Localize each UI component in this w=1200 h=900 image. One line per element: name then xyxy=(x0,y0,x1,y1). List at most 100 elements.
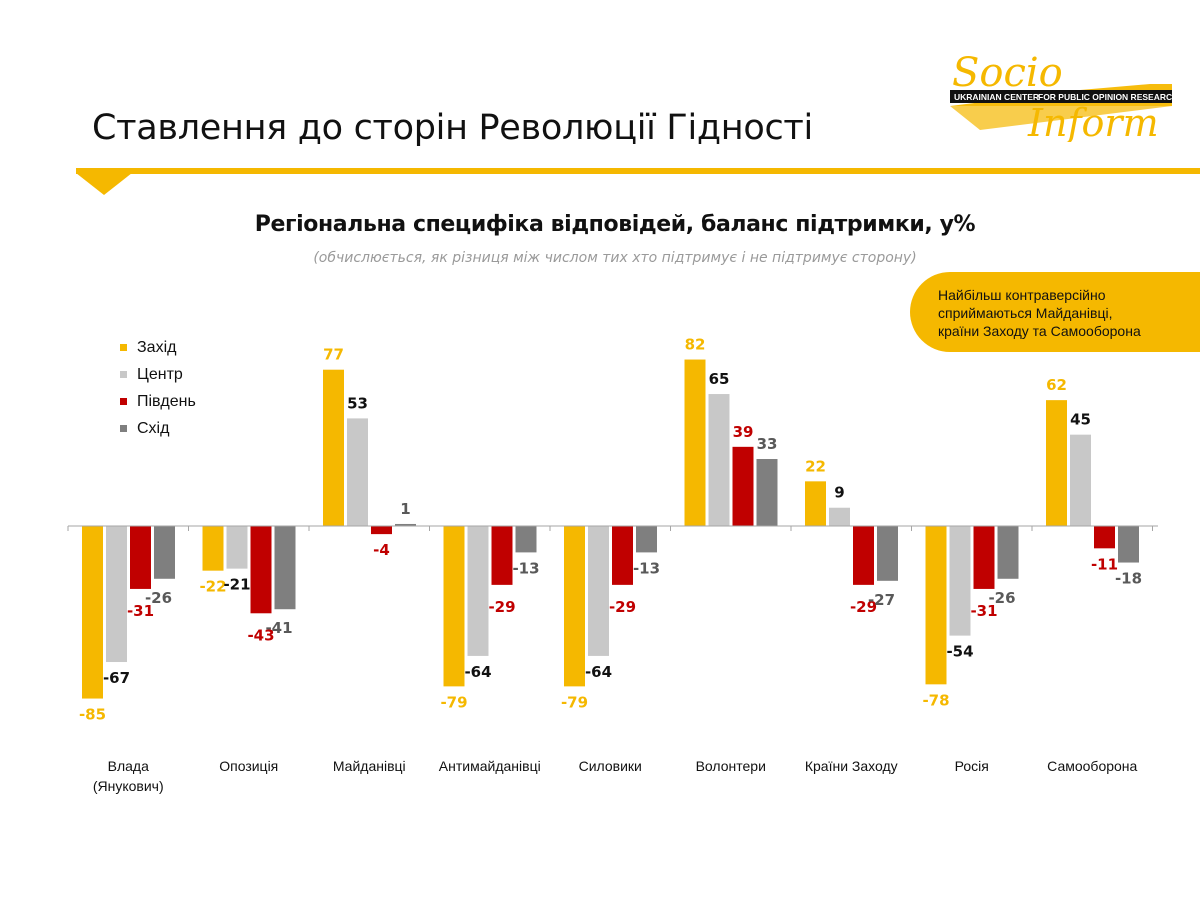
category-label: (Янукович) xyxy=(93,778,164,794)
data-label: 77 xyxy=(323,346,344,364)
bar xyxy=(636,526,657,553)
logo-band-left: UKRAINIAN CENTER xyxy=(954,92,1039,102)
title-underline-notch xyxy=(76,173,132,195)
callout-line: сприймаються Майданівці, xyxy=(938,305,1113,321)
chart-title: Регіональна специфіка відповідей, баланс… xyxy=(254,212,976,237)
chart-legend: Захід Центр Південь Схід xyxy=(120,334,196,442)
page-title: Ставлення до сторін Революції Гідності xyxy=(92,108,813,148)
bar xyxy=(925,526,947,685)
data-label: -11 xyxy=(1091,555,1118,573)
data-label: -85 xyxy=(79,706,106,724)
category-label: Силовики xyxy=(579,758,642,774)
bar xyxy=(973,526,995,589)
legend-item-zakhid: Захід xyxy=(120,334,196,361)
logo-band-right: FOR PUBLIC OPINION RESEARCH xyxy=(1038,92,1172,102)
logo-word-top: Socio xyxy=(952,50,1063,96)
title-underline xyxy=(76,168,1200,174)
bar xyxy=(853,526,874,585)
bar xyxy=(756,459,778,526)
bar xyxy=(274,526,296,610)
bar xyxy=(1094,526,1115,549)
data-label: 65 xyxy=(709,370,730,388)
bar xyxy=(130,526,151,589)
bar xyxy=(805,481,826,526)
bar xyxy=(515,526,537,553)
data-label: -13 xyxy=(633,559,660,577)
category-label: Волонтери xyxy=(696,758,766,774)
bar xyxy=(202,526,224,571)
bar xyxy=(684,359,706,526)
bar xyxy=(949,526,971,636)
category-label: Майданівці xyxy=(333,758,406,774)
data-label: -41 xyxy=(265,619,292,637)
bar xyxy=(347,418,368,526)
data-label: -79 xyxy=(561,693,588,711)
bar xyxy=(588,526,609,656)
data-label: -64 xyxy=(464,663,491,681)
data-label: 22 xyxy=(805,457,826,475)
callout-text: Найбільш контраверсійно сприймаються Май… xyxy=(938,286,1198,340)
data-label: -29 xyxy=(488,598,515,616)
data-label: 53 xyxy=(347,394,368,412)
bar xyxy=(829,507,850,526)
category-label: Опозиція xyxy=(219,758,278,774)
bar xyxy=(732,446,754,526)
callout-box: Найбільш контраверсійно сприймаються Май… xyxy=(910,272,1200,352)
bar xyxy=(106,526,127,663)
legend-label: Центр xyxy=(137,365,183,383)
bar xyxy=(708,394,730,526)
data-label: 39 xyxy=(733,423,754,441)
data-label: -21 xyxy=(223,576,250,594)
bar xyxy=(154,526,175,579)
legend-item-pivden: Південь xyxy=(120,388,196,415)
data-label: 33 xyxy=(757,435,778,453)
legend-label: Південь xyxy=(137,392,196,410)
data-label: 1 xyxy=(400,500,410,518)
data-label: -31 xyxy=(970,602,997,620)
data-label: -64 xyxy=(585,663,612,681)
data-label: -26 xyxy=(988,589,1015,607)
chart-subtitle: (обчислюється, як різниця між числом тих… xyxy=(313,250,917,266)
bar xyxy=(1046,400,1067,526)
legend-swatch xyxy=(120,398,127,405)
data-label: -79 xyxy=(440,693,467,711)
bar xyxy=(491,526,513,585)
bar xyxy=(82,526,103,699)
data-label: -78 xyxy=(922,691,949,709)
category-label: Країни Заходу xyxy=(805,758,898,774)
data-label: -31 xyxy=(127,602,154,620)
bar xyxy=(226,526,248,569)
data-label: -43 xyxy=(247,626,274,644)
data-label: -54 xyxy=(946,643,973,661)
bar xyxy=(1070,434,1091,526)
data-label: 9 xyxy=(834,484,844,502)
data-label: -26 xyxy=(145,589,172,607)
category-label: Росія xyxy=(955,758,989,774)
bar xyxy=(395,523,416,526)
bar xyxy=(612,526,633,585)
data-label: 45 xyxy=(1070,411,1091,429)
bar xyxy=(564,526,585,687)
data-label: 82 xyxy=(685,336,706,354)
bar xyxy=(997,526,1019,579)
bar xyxy=(443,526,465,687)
legend-item-tsentr: Центр xyxy=(120,361,196,388)
bar xyxy=(877,526,898,581)
callout-line: Найбільш контраверсійно xyxy=(938,287,1106,303)
legend-swatch xyxy=(120,344,127,351)
data-label: -29 xyxy=(609,598,636,616)
bar xyxy=(323,369,344,526)
bar xyxy=(250,526,272,614)
data-label: 62 xyxy=(1046,376,1067,394)
data-label: -29 xyxy=(850,598,877,616)
data-label: -13 xyxy=(512,559,539,577)
data-label: -27 xyxy=(868,591,895,609)
bar xyxy=(467,526,489,656)
logo-word-bottom: Inform xyxy=(1027,101,1159,142)
data-label: -18 xyxy=(1115,570,1142,588)
callout-line: країни Заходу та Самооборона xyxy=(938,323,1141,339)
bar xyxy=(371,526,392,535)
legend-label: Схід xyxy=(137,419,170,437)
data-label: -4 xyxy=(373,541,390,559)
